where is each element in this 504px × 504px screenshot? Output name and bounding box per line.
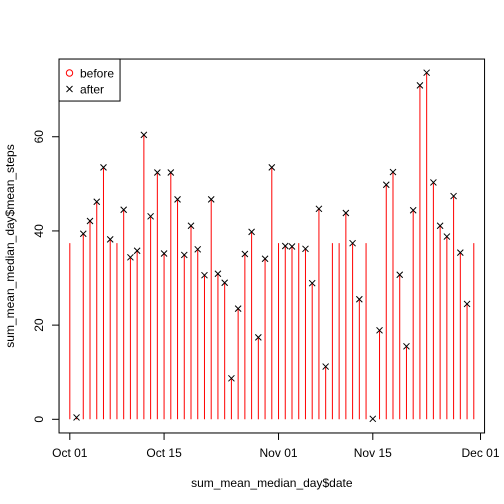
before-series: [69, 72, 475, 420]
x-tick-label: Oct 01: [52, 446, 88, 460]
after-point: [234, 305, 242, 312]
y-axis: 0 20 40 60: [32, 130, 60, 423]
after-point: [133, 247, 141, 255]
after-point: [308, 279, 316, 287]
after-point: [315, 205, 323, 213]
after-point: [456, 249, 464, 256]
after-point: [409, 206, 417, 214]
x-tick-label: Nov 15: [354, 446, 392, 460]
after-point: [140, 131, 148, 139]
after-point: [153, 169, 161, 176]
after-point: [254, 334, 262, 341]
after-point: [261, 255, 269, 263]
after-point: [73, 414, 80, 421]
after-point: [463, 300, 471, 308]
after-point: [228, 374, 235, 382]
after-point: [268, 164, 276, 171]
x-axis-label: sum_mean_median_day$date: [191, 476, 353, 490]
after-point: [86, 217, 94, 225]
after-point: [120, 206, 128, 214]
after-point: [194, 245, 202, 253]
y-tick-label: 20: [32, 318, 46, 332]
after-point: [302, 245, 309, 253]
after-point: [100, 164, 107, 171]
x-tick-label: Oct 15: [146, 446, 182, 460]
after-point: [201, 271, 208, 279]
legend-box: [58, 58, 121, 102]
after-series: [73, 69, 471, 423]
after-point: [423, 69, 431, 77]
after-point: [207, 196, 215, 203]
legend-after-symbol: [66, 85, 73, 93]
after-point: [167, 169, 175, 176]
after-point: [342, 209, 350, 217]
legend-before-symbol: [65, 69, 74, 77]
y-tick-label: 40: [32, 224, 46, 238]
after-point: [214, 270, 222, 278]
after-point: [174, 196, 181, 203]
after-point: [376, 326, 383, 334]
after-point: [396, 271, 404, 279]
x-tick-label: Dec 01: [462, 446, 500, 460]
after-point: [322, 363, 330, 370]
after-point: [248, 228, 255, 236]
after-point: [160, 250, 168, 257]
after-point: [180, 251, 188, 259]
y-tick-label: 0: [32, 416, 46, 423]
after-point: [436, 222, 444, 230]
y-axis-label: sum_mean_median_day$mean_steps: [3, 144, 17, 347]
after-point: [79, 230, 87, 238]
x-tick-label: Nov 01: [260, 446, 298, 460]
after-point: [106, 236, 114, 243]
after-point: [288, 243, 296, 250]
after-point: [389, 168, 397, 176]
legend: before after: [58, 58, 121, 102]
y-tick-label: 60: [32, 130, 46, 144]
after-point: [221, 279, 229, 287]
after-point: [187, 222, 195, 230]
after-point: [355, 295, 363, 303]
after-point: [281, 242, 289, 250]
legend-after-label: after: [80, 83, 104, 97]
after-point: [349, 239, 356, 247]
after-point: [430, 179, 437, 186]
after-point: [241, 250, 249, 258]
after-point: [382, 181, 390, 189]
after-point: [127, 253, 134, 261]
after-point: [416, 82, 424, 89]
after-point: [147, 212, 154, 220]
after-point: [450, 192, 457, 200]
x-axis: Oct 01 Oct 15 Nov 01 Nov 15 Dec 01: [52, 432, 500, 460]
legend-before-label: before: [80, 67, 114, 81]
after-point: [403, 342, 410, 350]
after-point: [93, 198, 101, 206]
after-point: [443, 233, 451, 240]
after-point: [369, 415, 377, 423]
